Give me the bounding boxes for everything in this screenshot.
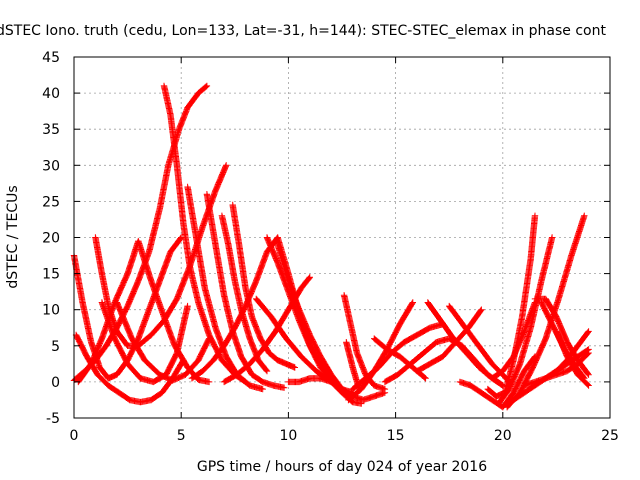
y-tick-label: 15 xyxy=(42,267,60,283)
series-track xyxy=(263,234,346,393)
series-markers xyxy=(203,191,288,391)
y-tick-label: -5 xyxy=(46,411,60,427)
series-track xyxy=(98,299,191,386)
series-markers xyxy=(503,212,588,411)
series-track xyxy=(160,82,249,386)
y-tick-label: 40 xyxy=(42,86,60,102)
series-markers xyxy=(553,328,592,389)
y-tick-label: 20 xyxy=(42,231,60,247)
series-track xyxy=(446,302,513,386)
series-markers xyxy=(495,234,556,407)
y-tick-label: 10 xyxy=(42,303,60,319)
series-track xyxy=(92,162,230,349)
x-axis-label: GPS time / hours of day 024 of year 2016 xyxy=(197,459,487,475)
x-tick-label: 20 xyxy=(494,428,512,444)
series-markers xyxy=(263,234,346,393)
y-tick-label: 35 xyxy=(42,122,60,138)
series-markers xyxy=(98,299,191,386)
series-markers xyxy=(160,82,249,386)
series-track xyxy=(184,183,266,393)
y-tick-label: 0 xyxy=(51,375,60,391)
data-series xyxy=(70,82,592,411)
y-tick-label: 45 xyxy=(42,50,60,66)
series-markers xyxy=(92,162,230,349)
series-markers xyxy=(413,306,485,375)
series-track xyxy=(553,328,592,389)
x-tick-label: 5 xyxy=(177,428,186,444)
y-tick-label: 25 xyxy=(42,194,60,210)
series-track xyxy=(113,299,213,384)
series-markers xyxy=(113,299,213,384)
chart-title: dSTEC Iono. truth (cedu, Lon=133, Lat=-3… xyxy=(0,23,606,39)
y-tick-label: 5 xyxy=(51,339,60,355)
series-track xyxy=(413,306,485,375)
series-track xyxy=(503,212,588,411)
series-markers xyxy=(446,302,513,386)
x-tick-label: 0 xyxy=(70,428,79,444)
x-tick-label: 15 xyxy=(387,428,405,444)
series-track xyxy=(203,191,288,391)
series-track xyxy=(495,234,556,407)
series-track xyxy=(456,353,539,411)
y-tick-label: 30 xyxy=(42,158,60,174)
y-axis-label: dSTEC / TECUs xyxy=(5,185,21,288)
series-markers xyxy=(184,183,266,393)
axes: 0 5 10 15 20 25 -5 0 5 10 15 20 25 30 35 40 45 xyxy=(42,50,619,444)
x-tick-label: 25 xyxy=(601,428,619,444)
x-tick-label: 10 xyxy=(279,428,297,444)
series-markers xyxy=(456,353,539,411)
